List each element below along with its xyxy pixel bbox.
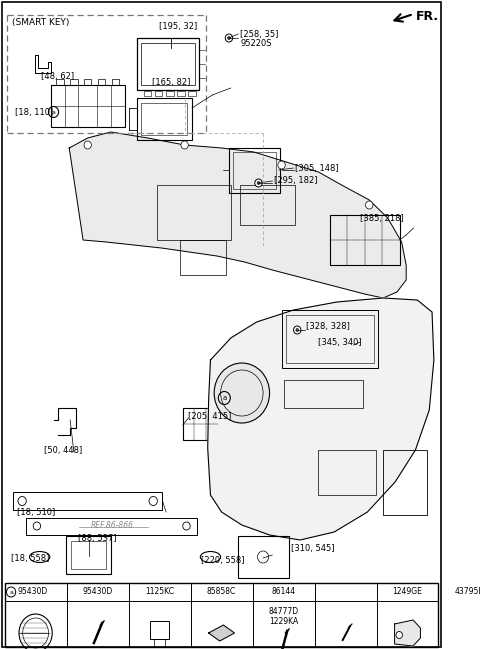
- Circle shape: [255, 179, 262, 187]
- Text: (SMART KEY): (SMART KEY): [12, 18, 70, 27]
- Circle shape: [396, 631, 402, 639]
- Bar: [112, 79, 119, 85]
- Bar: [98, 79, 105, 85]
- Circle shape: [294, 326, 301, 334]
- Bar: [284, 380, 363, 408]
- Bar: [66, 536, 111, 574]
- Bar: [331, 215, 400, 265]
- Bar: [188, 91, 196, 96]
- Text: 1249GE: 1249GE: [393, 587, 422, 596]
- Polygon shape: [395, 620, 420, 646]
- Bar: [183, 408, 218, 440]
- Text: 86144: 86144: [272, 587, 296, 596]
- Text: a: a: [52, 110, 56, 114]
- Bar: [71, 541, 106, 569]
- Bar: [319, 450, 376, 495]
- Polygon shape: [209, 625, 234, 641]
- Bar: [141, 103, 187, 135]
- Circle shape: [214, 363, 270, 423]
- Text: [305, 148]: [305, 148]: [295, 164, 339, 173]
- Bar: [166, 91, 174, 96]
- Bar: [56, 79, 64, 85]
- Circle shape: [366, 201, 373, 209]
- Bar: [286, 315, 374, 363]
- Text: [165, 82]: [165, 82]: [152, 79, 191, 88]
- Bar: [137, 38, 199, 90]
- Bar: [238, 536, 289, 578]
- Text: [18, 510]: [18, 510]: [17, 508, 55, 517]
- Bar: [303, 330, 354, 362]
- Bar: [150, 621, 169, 639]
- Bar: [229, 148, 280, 193]
- Text: 85858C: 85858C: [207, 587, 236, 596]
- Circle shape: [181, 141, 188, 149]
- Text: 95430D: 95430D: [83, 587, 113, 596]
- Circle shape: [296, 328, 299, 332]
- Bar: [13, 492, 162, 510]
- Polygon shape: [69, 132, 406, 298]
- Text: [385, 218]: [385, 218]: [360, 214, 404, 223]
- Text: [18, 558]: [18, 558]: [11, 554, 49, 563]
- Circle shape: [84, 141, 91, 149]
- Text: [258, 35]: [258, 35]: [240, 29, 278, 38]
- Bar: [141, 43, 195, 85]
- Bar: [137, 98, 192, 140]
- Bar: [240, 185, 295, 225]
- Bar: [154, 639, 165, 647]
- Text: 95220S: 95220S: [240, 40, 272, 49]
- Circle shape: [257, 182, 260, 184]
- Text: 95430D: 95430D: [18, 587, 48, 596]
- Bar: [282, 310, 379, 368]
- Text: 1229KA: 1229KA: [269, 617, 298, 626]
- Text: a: a: [222, 395, 227, 401]
- Text: [48, 62]: [48, 62]: [41, 73, 74, 82]
- Bar: [155, 91, 162, 96]
- Text: [345, 340]: [345, 340]: [319, 337, 362, 347]
- Text: [50, 448]: [50, 448]: [44, 445, 83, 454]
- Bar: [144, 91, 151, 96]
- Text: [220, 558]: [220, 558]: [201, 556, 245, 565]
- Text: [295, 182]: [295, 182]: [274, 177, 318, 186]
- Bar: [5, 583, 439, 647]
- Circle shape: [278, 161, 285, 169]
- Bar: [51, 85, 125, 127]
- Bar: [177, 91, 185, 96]
- Text: 84777D: 84777D: [268, 607, 299, 615]
- Bar: [26, 518, 197, 535]
- Bar: [157, 185, 231, 240]
- Bar: [70, 79, 78, 85]
- Text: REF.86-866: REF.86-866: [91, 520, 134, 530]
- Text: FR.: FR.: [415, 10, 439, 23]
- Text: [18, 110]: [18, 110]: [15, 108, 53, 117]
- Bar: [233, 152, 276, 189]
- Polygon shape: [208, 298, 434, 540]
- Bar: [180, 240, 226, 275]
- Text: [205, 415]: [205, 415]: [188, 411, 232, 421]
- Text: [88, 537]: [88, 537]: [78, 535, 116, 543]
- Text: 43795B: 43795B: [455, 587, 480, 596]
- Circle shape: [225, 34, 233, 42]
- Bar: [383, 450, 427, 515]
- Text: [310, 545]: [310, 545]: [291, 545, 334, 554]
- Text: [195, 32]: [195, 32]: [159, 23, 197, 32]
- Circle shape: [228, 36, 230, 40]
- Text: [328, 328]: [328, 328]: [307, 323, 350, 332]
- Text: 1125KC: 1125KC: [145, 587, 174, 596]
- Bar: [84, 79, 91, 85]
- Text: a: a: [9, 589, 13, 594]
